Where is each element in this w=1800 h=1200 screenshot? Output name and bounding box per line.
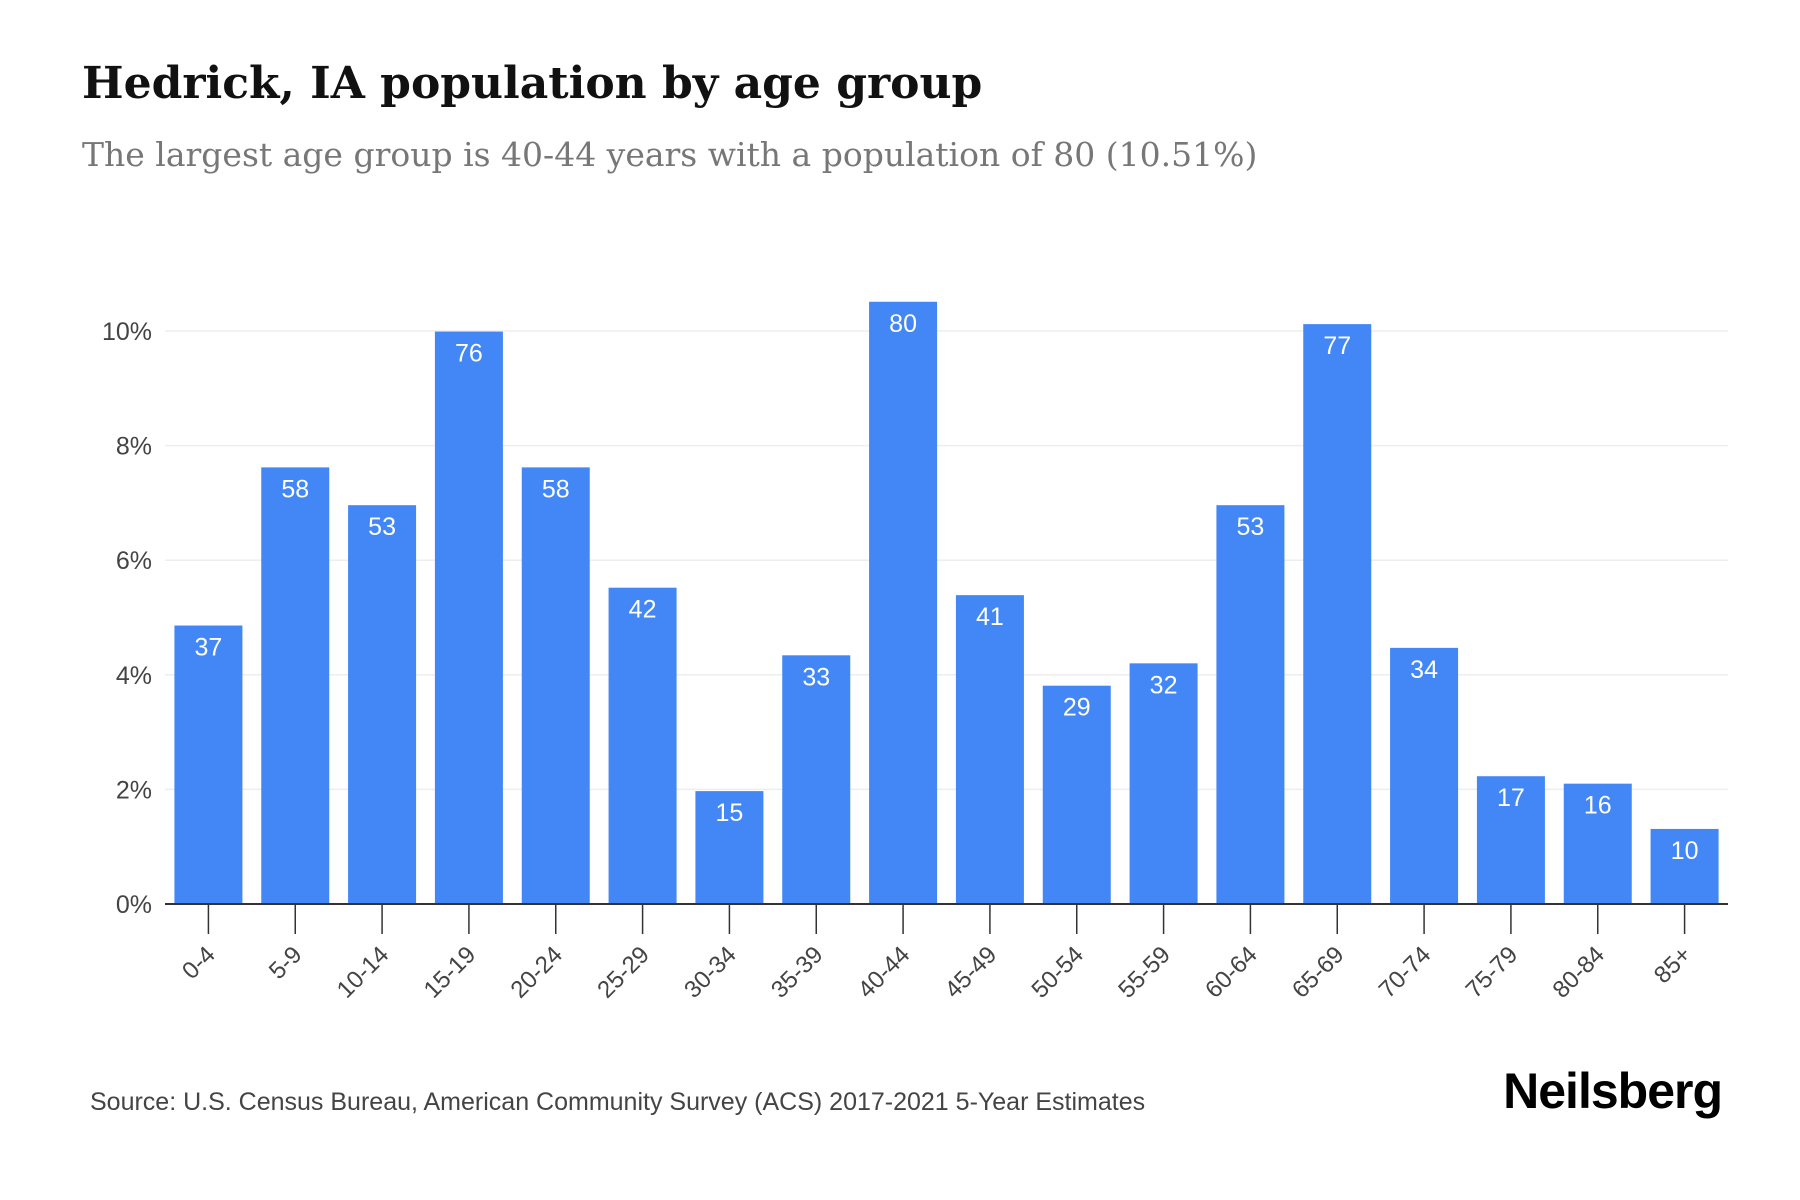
bar (869, 301, 938, 905)
bar (1216, 505, 1285, 904)
bar-value-label: 15 (716, 799, 744, 827)
bar (1129, 663, 1198, 904)
bar (782, 655, 851, 904)
bar (1476, 776, 1545, 904)
x-tick-label: 35-39 (766, 941, 829, 1004)
bar-value-label: 16 (1584, 792, 1612, 820)
bar (695, 791, 764, 904)
y-tick-label: 2% (116, 776, 152, 804)
bar-value-label: 58 (542, 475, 570, 503)
bar-value-label: 53 (1237, 513, 1265, 541)
bar-value-label: 37 (195, 634, 223, 662)
x-tick-label: 75-79 (1461, 941, 1524, 1004)
chart-title: Hedrick, IA population by age group (82, 58, 983, 109)
x-tick-label: 10-14 (332, 941, 395, 1004)
bar (608, 587, 677, 904)
bar (348, 505, 417, 904)
x-tick-label: 30-34 (679, 941, 742, 1004)
bar-value-label: 42 (629, 596, 657, 624)
bar (434, 331, 503, 904)
bar-value-label: 33 (802, 663, 830, 691)
bar (1650, 828, 1719, 904)
bar-value-label: 10 (1671, 837, 1699, 865)
x-tick-label: 40-44 (853, 941, 916, 1004)
bar (261, 467, 330, 904)
x-tick-label: 50-54 (1026, 941, 1089, 1004)
y-tick-label: 4% (116, 662, 152, 690)
bar-value-label: 41 (976, 603, 1004, 631)
y-tick-label: 6% (116, 547, 152, 575)
bar (521, 467, 590, 904)
bar (1042, 685, 1111, 904)
x-tick-label: 65-69 (1287, 941, 1350, 1004)
bar-value-label: 76 (455, 340, 483, 368)
bar (1303, 324, 1372, 904)
bar-value-label: 34 (1410, 656, 1438, 684)
x-tick-label: 45-49 (940, 941, 1003, 1004)
brand-logo: Neilsberg (1503, 1063, 1723, 1119)
y-tick-label: 10% (102, 318, 152, 346)
bar (1563, 783, 1632, 904)
bar-value-label: 53 (368, 513, 396, 541)
bar (1390, 647, 1459, 904)
x-tick-label: 85+ (1649, 941, 1697, 989)
source-note: Source: U.S. Census Bureau, American Com… (90, 1088, 1146, 1116)
x-tick-label: 70-74 (1374, 941, 1437, 1004)
bar-value-label: 58 (281, 475, 309, 503)
bar-value-label: 32 (1150, 671, 1178, 699)
bar-value-label: 80 (889, 310, 917, 338)
y-tick-label: 8% (116, 433, 152, 461)
x-tick-label: 20-24 (505, 941, 568, 1004)
y-tick-label: 0% (116, 891, 152, 919)
x-tick-label: 0-4 (177, 941, 221, 985)
chart-subtitle: The largest age group is 40-44 years wit… (82, 135, 1258, 174)
bar-value-label: 29 (1063, 694, 1091, 722)
x-tick-label: 60-64 (1200, 941, 1263, 1004)
x-tick-label: 80-84 (1547, 941, 1610, 1004)
x-tick-label: 55-59 (1113, 941, 1176, 1004)
bar (955, 595, 1024, 904)
bar-value-label: 17 (1497, 784, 1525, 812)
x-tick-label: 15-19 (419, 941, 482, 1004)
x-tick-label: 25-29 (592, 941, 655, 1004)
bar-value-label: 77 (1323, 332, 1351, 360)
x-tick-label: 5-9 (264, 941, 308, 985)
bar (174, 625, 243, 904)
